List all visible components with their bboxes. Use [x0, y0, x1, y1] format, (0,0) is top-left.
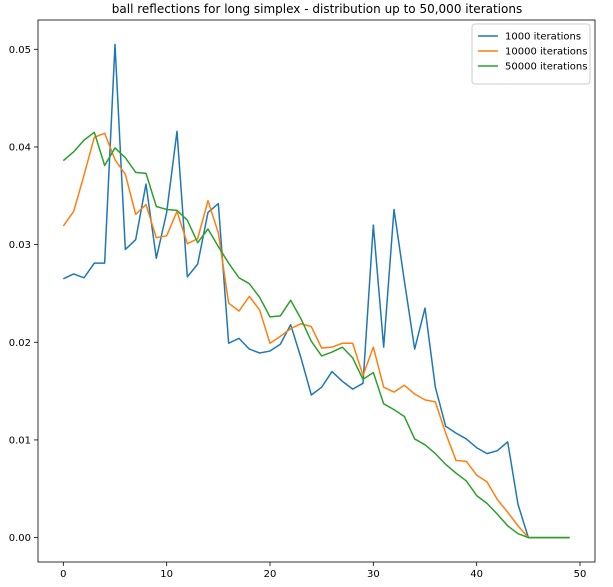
- legend-box: [471, 23, 591, 85]
- plot-frame: [37, 19, 596, 563]
- series-line-3: [62, 131, 570, 539]
- y-tick-label: 0.01: [9, 435, 31, 446]
- x-tick-label: 50: [574, 569, 587, 580]
- x-tick-label: 20: [264, 569, 277, 580]
- series-line-2: [62, 132, 570, 539]
- x-tick-label: 0: [60, 569, 66, 580]
- legend-label: 50000 iterations: [505, 62, 587, 73]
- x-tick-label: 10: [160, 569, 173, 580]
- y-tick-label: 0.05: [9, 45, 31, 56]
- legend-label: 1000 iterations: [505, 32, 581, 43]
- x-axis: 0 10 20 30 40 50: [60, 562, 586, 580]
- chart-title: ball reflections for long simplex - dist…: [112, 2, 522, 16]
- x-tick-label: 30: [367, 569, 380, 580]
- x-tick-label: 40: [470, 569, 483, 580]
- legend-label: 10000 iterations: [505, 47, 587, 58]
- y-tick-label: 0.02: [9, 338, 31, 349]
- y-tick-label: 0.03: [9, 240, 31, 251]
- legend: 1000 iterations 10000 iterations 50000 ite…: [471, 23, 591, 85]
- y-tick-label: 0.04: [9, 142, 31, 153]
- y-tick-label: 0.00: [9, 533, 31, 544]
- y-axis: 0.00 0.01 0.02 0.03 0.04 0.05: [9, 45, 38, 544]
- series-lines: [62, 43, 570, 539]
- series-line-1: [62, 43, 570, 539]
